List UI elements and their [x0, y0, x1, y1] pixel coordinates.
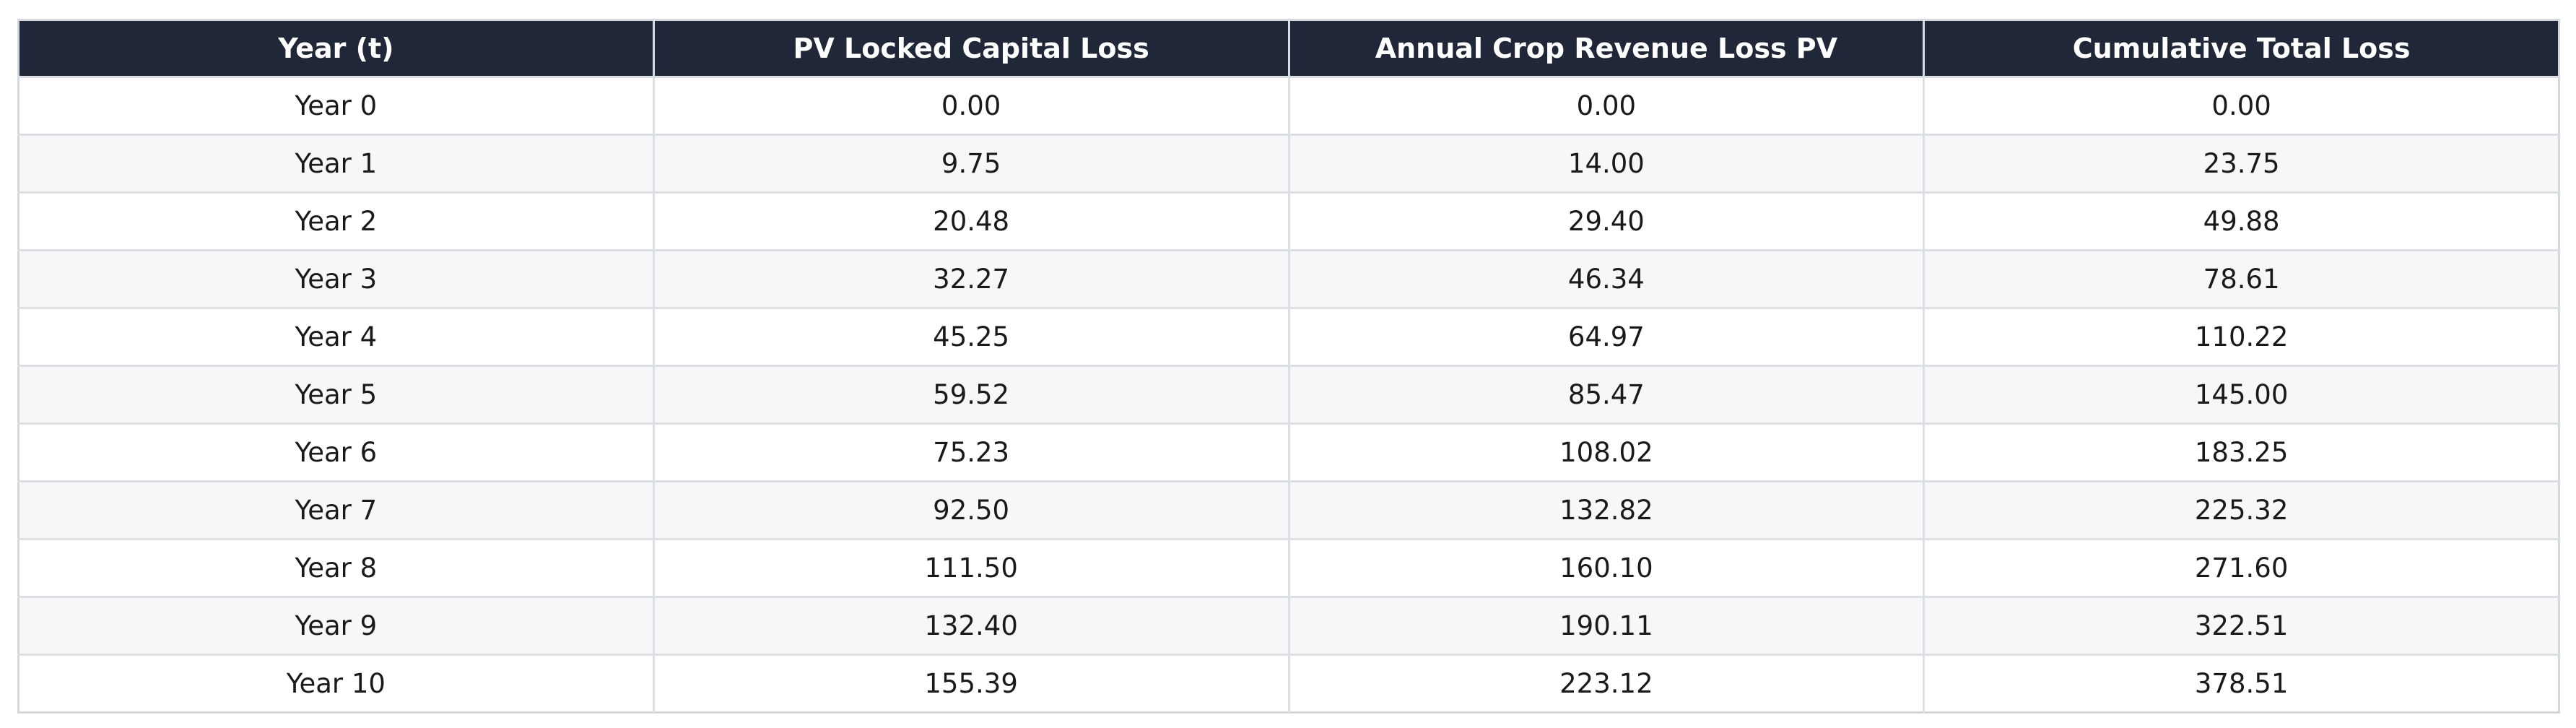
table-cell: Year 0	[18, 76, 655, 135]
table-cell: 0.00	[653, 76, 1290, 135]
table-row: Year 0 0.00 0.00 0.00	[18, 76, 2559, 135]
table-cell: 85.47	[1289, 365, 1926, 424]
table-row: Year 6 75.23 108.02 183.25	[18, 422, 2559, 482]
table-cell: Year 10	[18, 654, 655, 713]
table-row: Year 10 155.39 223.12 378.51	[18, 654, 2559, 713]
table-cell: 190.11	[1289, 596, 1926, 655]
table-header: Year (t) PV Locked Capital Loss Annual C…	[18, 20, 2559, 77]
table-cell: Year 6	[18, 422, 655, 482]
table-cell: 92.50	[653, 480, 1290, 540]
table-cell: 132.82	[1289, 480, 1926, 540]
table-cell: 155.39	[653, 654, 1290, 713]
table-cell: Year 7	[18, 480, 655, 540]
table-cell: Year 5	[18, 365, 655, 424]
table-row: Year 1 9.75 14.00 23.75	[18, 134, 2559, 193]
table-cell: 23.75	[1923, 134, 2559, 193]
table-cell: Year 1	[18, 134, 655, 193]
table-cell: 108.02	[1289, 422, 1926, 482]
table-cell: 0.00	[1923, 76, 2559, 135]
table-row: Year 8 111.50 160.10 271.60	[18, 538, 2559, 597]
table-cell: 49.88	[1923, 191, 2559, 251]
table-cell: 75.23	[653, 422, 1290, 482]
table-cell: 145.00	[1923, 365, 2559, 424]
table-cell: Year 4	[18, 307, 655, 366]
table-row: Year 2 20.48 29.40 49.88	[18, 191, 2559, 251]
column-header-pv-locked-capital-loss: PV Locked Capital Loss	[653, 20, 1290, 77]
table-cell: 78.61	[1923, 249, 2559, 308]
loss-table: Year (t) PV Locked Capital Loss Annual C…	[17, 19, 2560, 714]
table-cell: 29.40	[1289, 191, 1926, 251]
table-cell: 20.48	[653, 191, 1290, 251]
column-header-annual-crop-revenue-loss-pv: Annual Crop Revenue Loss PV	[1289, 20, 1926, 77]
table-row: Year 7 92.50 132.82 225.32	[18, 480, 2559, 540]
loss-table-container: Year (t) PV Locked Capital Loss Annual C…	[17, 19, 2560, 714]
table-cell: 0.00	[1289, 76, 1926, 135]
table-row: Year 3 32.27 46.34 78.61	[18, 249, 2559, 308]
table-body: Year 0 0.00 0.00 0.00 Year 1 9.75 14.00 …	[18, 76, 2559, 713]
table-cell: Year 2	[18, 191, 655, 251]
table-cell: 271.60	[1923, 538, 2559, 597]
column-header-cumulative-total-loss: Cumulative Total Loss	[1923, 20, 2559, 77]
table-cell: 9.75	[653, 134, 1290, 193]
table-cell: 378.51	[1923, 654, 2559, 713]
table-row: Year 5 59.52 85.47 145.00	[18, 365, 2559, 424]
table-cell: Year 9	[18, 596, 655, 655]
table-cell: 223.12	[1289, 654, 1926, 713]
table-cell: 64.97	[1289, 307, 1926, 366]
table-cell: 160.10	[1289, 538, 1926, 597]
table-row: Year 9 132.40 190.11 322.51	[18, 596, 2559, 655]
table-row: Year 4 45.25 64.97 110.22	[18, 307, 2559, 366]
table-cell: Year 8	[18, 538, 655, 597]
table-cell: 14.00	[1289, 134, 1926, 193]
table-cell: Year 3	[18, 249, 655, 308]
table-cell: 111.50	[653, 538, 1290, 597]
table-cell: 45.25	[653, 307, 1290, 366]
table-cell: 225.32	[1923, 480, 2559, 540]
table-cell: 46.34	[1289, 249, 1926, 308]
table-cell: 183.25	[1923, 422, 2559, 482]
table-cell: 132.40	[653, 596, 1290, 655]
table-cell: 32.27	[653, 249, 1290, 308]
table-cell: 322.51	[1923, 596, 2559, 655]
column-header-year: Year (t)	[18, 20, 655, 77]
table-cell: 59.52	[653, 365, 1290, 424]
header-row: Year (t) PV Locked Capital Loss Annual C…	[18, 20, 2559, 77]
table-cell: 110.22	[1923, 307, 2559, 366]
